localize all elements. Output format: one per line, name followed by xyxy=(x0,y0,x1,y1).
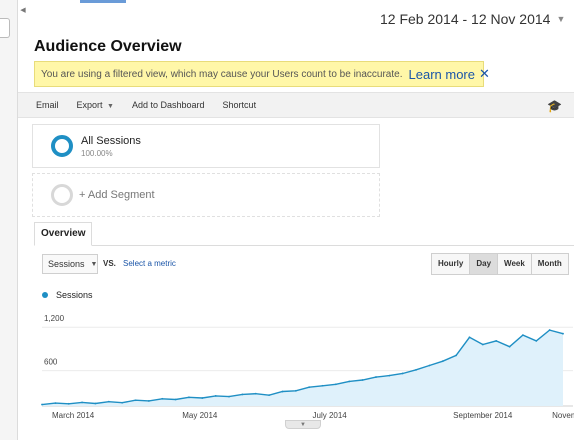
data-point xyxy=(495,340,498,342)
data-point xyxy=(281,390,284,393)
data-point xyxy=(254,392,257,395)
data-point xyxy=(441,360,444,363)
learn-more-link[interactable]: Learn more xyxy=(408,66,475,82)
x-tick-label: March 2014 xyxy=(52,411,95,420)
export-button[interactable]: Export ▼ xyxy=(77,100,114,110)
tab-overview[interactable]: Overview xyxy=(34,222,93,246)
hourly-button[interactable]: Hourly xyxy=(432,254,471,274)
data-point xyxy=(455,354,458,357)
data-point xyxy=(321,384,324,387)
data-point xyxy=(401,372,404,375)
data-point xyxy=(548,329,551,331)
data-point xyxy=(241,393,244,396)
data-point xyxy=(535,340,538,342)
data-point xyxy=(188,396,190,399)
sessions-chart: 1,200 600 March 2014 May 2014 July 2014 Sept… xyxy=(41,314,574,420)
close-icon[interactable]: ✕ xyxy=(478,66,490,81)
data-point xyxy=(201,397,204,399)
filtered-view-notice: You are using a filtered view, which may… xyxy=(34,61,490,87)
data-point xyxy=(161,397,164,400)
data-point xyxy=(41,403,43,406)
data-point xyxy=(428,364,431,367)
segment-all-sessions[interactable]: All Sessions 100.00% xyxy=(32,124,380,168)
data-point xyxy=(415,368,417,371)
export-label: Export xyxy=(76,100,103,110)
add-segment-label: + Add Segment xyxy=(79,189,155,201)
segment-percent: 100.00% xyxy=(81,148,113,158)
resize-handle[interactable]: ▼ xyxy=(285,420,321,429)
metric-select-value: Sessions xyxy=(48,259,85,269)
data-point xyxy=(54,402,57,405)
sessions-area-fill xyxy=(42,330,563,406)
shortcut-button[interactable]: Shortcut xyxy=(222,100,257,110)
chart-legend: Sessions xyxy=(42,290,93,300)
add-segment-ring-icon xyxy=(51,184,73,206)
data-point xyxy=(562,332,564,335)
data-point xyxy=(174,398,177,401)
collapse-left-arrow-icon[interactable]: ◀ xyxy=(20,7,26,14)
add-segment-box[interactable]: + Add Segment xyxy=(32,173,380,217)
data-point xyxy=(348,380,351,383)
data-point xyxy=(67,402,70,405)
page-title: Audience Overview xyxy=(34,38,182,55)
date-range-label: 12 Feb 2014 - 12 Nov 2014 xyxy=(380,11,551,27)
legend-series-label: Sessions xyxy=(56,290,93,300)
segment-title: All Sessions xyxy=(81,134,141,147)
report-toolbar: Email Export ▼ Add to Dashboard Shortcut… xyxy=(18,92,574,118)
data-point xyxy=(388,374,391,377)
data-point xyxy=(294,389,297,392)
day-button[interactable]: Day xyxy=(470,254,499,274)
data-point xyxy=(134,399,137,402)
data-point xyxy=(268,394,271,397)
x-tick-label: May 2014 xyxy=(182,411,218,420)
segment-ring-icon xyxy=(51,135,73,157)
month-button[interactable]: Month xyxy=(531,254,568,274)
left-nav-rail xyxy=(0,0,18,440)
notice-text: You are using a filtered view, which may… xyxy=(41,68,403,80)
data-point xyxy=(334,383,337,386)
chevron-down-icon: ▼ xyxy=(556,14,566,24)
data-point xyxy=(308,386,311,389)
sessions-series-line xyxy=(41,329,564,406)
data-point xyxy=(361,379,364,381)
y-tick-label: 1,200 xyxy=(44,314,65,323)
graduation-cap-icon[interactable]: 🎓 xyxy=(547,99,562,113)
select-metric-link[interactable]: Select a metric xyxy=(123,259,176,268)
week-button[interactable]: Week xyxy=(498,254,532,274)
granularity-toggle: Hourly Day Week Month xyxy=(431,253,569,275)
metric-select[interactable]: Sessions ▼ xyxy=(42,254,98,274)
data-point xyxy=(508,345,511,348)
email-button[interactable]: Email xyxy=(36,100,59,110)
chevron-down-icon: ▼ xyxy=(90,260,98,268)
data-point xyxy=(375,376,377,378)
chevron-down-icon: ▼ xyxy=(107,103,114,110)
data-point xyxy=(228,395,230,398)
left-nav-stub[interactable] xyxy=(0,18,10,38)
data-point xyxy=(121,401,124,404)
data-point xyxy=(107,400,110,403)
x-tick-label: July 2014 xyxy=(313,411,348,420)
x-tick-label: November xyxy=(552,411,574,420)
data-point xyxy=(147,400,150,402)
add-to-dashboard-button[interactable]: Add to Dashboard xyxy=(131,100,205,110)
y-tick-label: 600 xyxy=(44,358,58,367)
data-point xyxy=(481,343,484,346)
x-tick-label: September 2014 xyxy=(453,411,513,420)
legend-dot-icon xyxy=(42,292,48,298)
data-point xyxy=(522,334,524,337)
vs-label: VS. xyxy=(103,259,116,268)
date-range-picker[interactable]: 12 Feb 2014 - 12 Nov 2014 ▼ xyxy=(380,8,565,30)
top-link-underline xyxy=(80,0,126,3)
data-point xyxy=(81,401,83,404)
data-point xyxy=(94,402,97,405)
tab-row: Overview xyxy=(34,222,574,246)
data-point xyxy=(468,336,471,339)
data-point xyxy=(214,394,217,397)
